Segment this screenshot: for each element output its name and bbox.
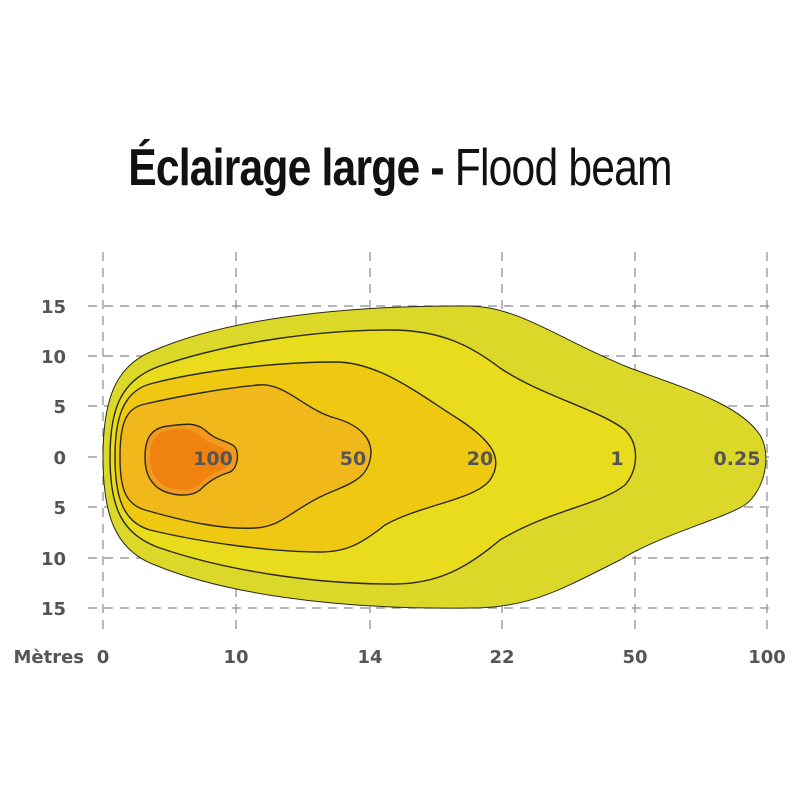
x-tick-label-3: 22: [489, 647, 514, 668]
beam-zones: [102, 305, 767, 609]
x-tick-label-4: 50: [622, 647, 647, 668]
y-tick-label-6: 15: [41, 599, 66, 620]
x-tick-label-0: 0: [97, 647, 110, 668]
y-tick-label-2: 5: [53, 397, 66, 418]
x-tick-label-1: 10: [223, 647, 248, 668]
chart-title: Éclairage large - Flood beam: [72, 138, 728, 198]
zone-label-0: 0.25: [714, 448, 761, 470]
chart-title-bold: Éclairage large -: [128, 139, 444, 197]
zone-label-4: 100: [193, 448, 233, 470]
beam-zone-5: [150, 428, 230, 490]
zone-label-1: 1: [610, 448, 623, 470]
x-axis-label: Mètres: [13, 647, 84, 668]
zone-label-3: 50: [340, 448, 366, 470]
y-tick-label-1: 10: [41, 347, 66, 368]
x-tick-label-2: 14: [357, 647, 382, 668]
y-tick-label-0: 15: [41, 297, 66, 318]
y-tick-label-5: 10: [41, 549, 66, 570]
y-tick-label-4: 5: [53, 498, 66, 519]
y-tick-label-3: 0: [53, 448, 66, 469]
x-tick-label-5: 100: [748, 647, 786, 668]
zone-label-2: 20: [467, 448, 493, 470]
chart-title-light: Flood beam: [443, 139, 673, 197]
